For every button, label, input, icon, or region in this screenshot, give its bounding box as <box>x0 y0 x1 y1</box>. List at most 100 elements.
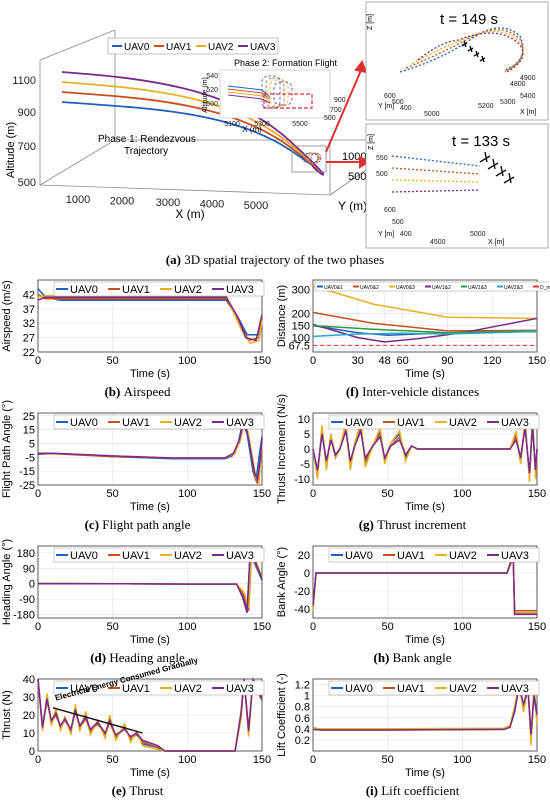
legend-box <box>314 281 550 292</box>
y-axis-label: Distance (m) <box>276 285 288 347</box>
y-tick: -40 <box>294 604 310 616</box>
legend-label: UAV0 <box>124 42 150 53</box>
x-tick: 0 <box>35 621 41 633</box>
x-tick: 60 <box>396 355 408 367</box>
y-tick: -10 <box>294 474 310 486</box>
y-tick: 0.4 <box>295 724 310 736</box>
v1-xtick: 5400 <box>520 93 536 100</box>
inset-title: Phase 2: Formation Flight <box>234 58 338 68</box>
inset-formation: Phase 2: Formation Flight Altitude (m) X… <box>202 58 346 134</box>
v2-xtick: 4500 <box>430 239 446 246</box>
x-tick: 100 <box>178 621 196 633</box>
legend-label: UAV1 <box>166 42 192 53</box>
y-tick: 37 <box>23 304 35 316</box>
series-uav0 <box>37 420 263 482</box>
plot-frame <box>312 545 538 619</box>
y-tick: -5 <box>25 452 35 464</box>
y-tick: 1 <box>304 691 310 703</box>
y-tick: 10 <box>298 414 310 426</box>
v1-ytick: 400 <box>400 105 412 112</box>
y-tick: 40 <box>23 674 35 686</box>
legend-label: UAV1 <box>397 683 425 695</box>
altitude-axis-label: Altitude (m) <box>5 122 17 178</box>
inset-ztick: 900 <box>334 97 346 104</box>
v1-xtick: 5300 <box>500 99 516 106</box>
inset-ztick: 500 <box>324 115 336 122</box>
y-tick: 0.2 <box>295 735 310 747</box>
x-tick: 50 <box>107 355 119 367</box>
legend-label: UAV1 <box>397 550 425 562</box>
legend-label: UAV3 <box>226 417 254 429</box>
v1-xtick: 5000 <box>424 111 440 118</box>
inset-line <box>227 88 271 100</box>
series-uav1-2 <box>312 317 538 343</box>
x-tick: 3000 <box>156 197 180 209</box>
y-tick: 20 <box>23 710 35 722</box>
v2-ztick: 550 <box>376 155 388 162</box>
y-axis-label: Lift Coefficient (-) <box>276 673 288 757</box>
y-tick: 0.6 <box>295 713 310 725</box>
series-uav3 <box>37 678 263 752</box>
y-tick: 10 <box>23 728 35 740</box>
y-tick: -180 <box>13 610 35 622</box>
x-tick: 50 <box>107 488 119 500</box>
legend-label: UAV3 <box>226 284 254 296</box>
legend-label: UAV2 <box>174 550 202 562</box>
x-axis-label: X (m) <box>175 207 204 221</box>
inset-ylabel: Altitude (m) <box>202 77 209 113</box>
series-uav1-3 <box>312 324 538 334</box>
y-tick: 180 <box>17 548 35 560</box>
view-t133-ylabel: Y [m] <box>378 231 394 238</box>
legend-box <box>328 547 540 563</box>
legend-label: UAV1 <box>122 683 150 695</box>
legend-label: UAV0&3 <box>396 285 415 291</box>
uav-glyph <box>479 55 486 63</box>
inset-xtick: 5100 <box>224 121 240 128</box>
series-uav3 <box>37 296 263 342</box>
x-tick: 50 <box>107 754 119 766</box>
formation-small-lines <box>301 152 322 164</box>
v1-ytick: 600 <box>384 93 396 100</box>
x-tick: 50 <box>382 754 394 766</box>
x-axis-label: Time (s) <box>130 767 170 779</box>
y-tick: 5 <box>304 429 310 441</box>
v1-path <box>405 29 524 72</box>
x-tick: 90 <box>441 355 453 367</box>
legend-label: UAV0&2 <box>360 285 379 291</box>
legend-label: UAV3 <box>226 683 254 695</box>
x-tick: 48 <box>379 355 391 367</box>
x-tick: 150 <box>253 754 271 766</box>
x-tick: 50 <box>382 621 394 633</box>
legend-label: UAV2 <box>449 683 477 695</box>
series-uav3 <box>312 687 538 735</box>
legend-label: UAV0 <box>70 550 98 562</box>
v1-xtick: 5200 <box>478 103 494 110</box>
caption-d: (d) Heading angle <box>90 650 185 665</box>
inset-ytick: 500 <box>206 101 218 108</box>
x-tick: 100 <box>453 488 471 500</box>
uav-glyph <box>461 40 468 48</box>
legend-label: UAV2&3 <box>504 285 523 291</box>
caption-f: (f) Inter-vehicle distances <box>346 384 479 399</box>
x-tick: 0 <box>310 621 316 633</box>
legend-label: UAV0 <box>345 683 373 695</box>
v2-path <box>391 179 481 183</box>
inset-xtick: 5300 <box>254 121 270 128</box>
zoom-arrows <box>325 59 370 169</box>
caption-h: (h) Bank angle <box>374 650 452 665</box>
uav-glyph <box>503 172 515 184</box>
v2-path <box>391 155 481 167</box>
y-tick: 0 <box>304 568 310 580</box>
plot-frame <box>312 279 538 353</box>
x-tick: 50 <box>382 488 394 500</box>
x-tick: 150 <box>253 355 271 367</box>
altitude-tick: 500 <box>18 177 36 189</box>
y-axis-label: Heading Angle (°) <box>1 539 13 625</box>
x-tick: 150 <box>253 621 271 633</box>
y-tick: 22 <box>23 347 35 359</box>
